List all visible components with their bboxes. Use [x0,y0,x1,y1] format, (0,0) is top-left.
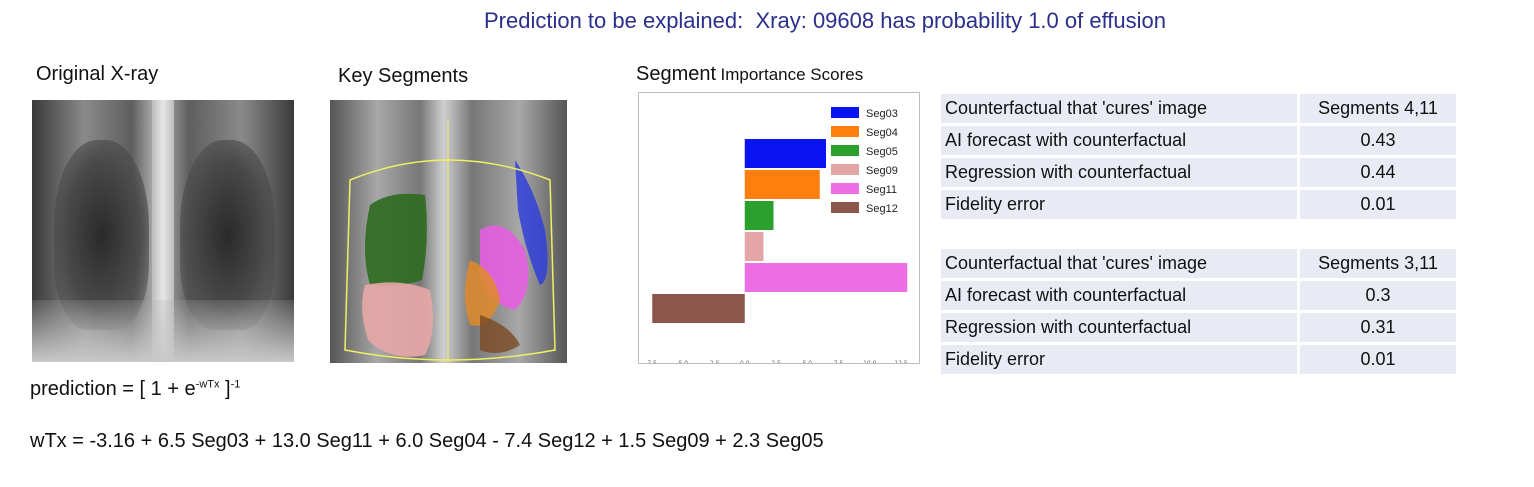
legend-swatch-seg12 [831,202,859,213]
chart-label-segment: Segment [636,63,717,85]
table-cell-value: 0.01 [1300,345,1459,374]
key-segments-label: Key Segments [338,65,469,87]
importance-chart: -7.5-5.0-2.50.02.55.07.510.012.5 Seg03Se… [645,107,908,367]
bar-seg11 [744,263,908,292]
table-cell-value: 0.44 [1300,158,1459,187]
table-cell-label: Regression with counterfactual [941,313,1300,342]
table-cell-label: AI forecast with counterfactual [941,281,1300,310]
counterfactual-table-2: Counterfactual that 'cures' image Segment… [941,246,1459,377]
bar-seg12 [652,294,745,323]
x-tick-label: 0.0 [740,360,750,363]
table-row: Counterfactual that 'cures' image Segment… [941,249,1459,278]
x-tick-label: 10.0 [863,360,877,363]
page-title: Prediction to be explained: Xray: 09608 … [483,8,1167,33]
xray-right-lung [180,140,275,330]
segment-seg09-region [362,282,434,357]
bar-seg09 [744,232,764,261]
table-row: Counterfactual that 'cures' image Segment… [941,94,1459,123]
x-tick-label: 7.5 [834,360,844,363]
prediction-formula-exponent: -wTx [195,378,220,391]
importance-chart-frame: -7.5-5.0-2.50.02.55.07.510.012.5 Seg03Se… [638,92,920,367]
table-cell-value: 0.43 [1300,126,1459,155]
table-cell-label: Fidelity error [941,190,1300,219]
legend-swatch-seg09 [831,164,859,175]
segments-overlay [344,120,556,362]
original-xray-image [32,100,294,362]
bar-seg03 [744,139,826,168]
xray-left-lung [54,140,149,330]
x-tick-label: 12.5 [894,360,908,363]
prediction-formula-close: ] [219,378,231,400]
xray-abdomen [32,300,294,362]
table-cell-value: Segments 4,11 [1300,94,1459,123]
x-tick-label: -5.0 [676,360,688,363]
table-cell-label: Counterfactual that 'cures' image [941,249,1300,278]
bar-seg05 [744,201,774,230]
legend-label-seg03: Seg03 [866,108,898,120]
legend-swatch-seg03 [831,107,859,118]
table-cell-value: 0.3 [1300,281,1459,310]
xray-spine [152,100,174,362]
prediction-formula: prediction = [ 1 + e-wTx ]-1 [30,378,240,401]
x-tick-label: 5.0 [802,360,812,363]
chart-label-scores: Importance Scores [720,65,864,84]
legend-label-seg04: Seg04 [866,127,898,139]
table-cell-label: Regression with counterfactual [941,158,1300,187]
prediction-formula-prefix: prediction = [ 1 + e [30,378,196,400]
segment-seg12-region [480,315,520,354]
key-segments-image [330,100,567,363]
prediction-formula-power: -1 [230,378,241,391]
chart-bars [652,139,908,323]
x-tick-label: -2.5 [708,360,720,363]
chart-legend: Seg03 Seg04 Seg05 Seg09 Seg11 Seg12 [831,107,898,215]
table-cell-label: Fidelity error [941,345,1300,374]
counterfactual-table-1: Counterfactual that 'cures' image Segment… [941,91,1459,222]
table-cell-label: AI forecast with counterfactual [941,126,1300,155]
segment-boundary-lines [344,159,556,361]
table-row: AI forecast with counterfactual 0.3 [941,281,1459,310]
table-cell-value: 0.01 [1300,190,1459,219]
legend-label-seg05: Seg05 [866,146,898,158]
chart-label: Segment Importance Scores [636,63,863,86]
legend-swatch-seg11 [831,183,859,194]
segment-seg04-region [465,260,500,326]
legend-swatch-seg04 [831,126,859,137]
legend-label-seg11: Seg11 [866,184,897,196]
x-tick-label: -7.5 [645,360,657,363]
bar-seg04 [744,170,820,199]
legend-swatch-seg05 [831,145,859,156]
legend-label-seg09: Seg09 [866,165,898,177]
table-row: Fidelity error 0.01 [941,190,1459,219]
original-xray-label: Original X-ray [36,63,159,85]
x-tick-label: 2.5 [771,360,781,363]
table-cell-value: Segments 3,11 [1300,249,1459,278]
segment-seg03-region [515,160,548,285]
table-row: Regression with counterfactual 0.31 [941,313,1459,342]
table-cell-label: Counterfactual that 'cures' image [941,94,1300,123]
table-row: AI forecast with counterfactual 0.43 [941,126,1459,155]
linear-formula: wTx = -3.16 + 6.5 Seg03 + 13.0 Seg11 + 6… [30,430,824,452]
chart-ticks: -7.5 -5.0 -2.5 0.0 2.5 5.0 7.5 10.0 12.5 [645,360,908,367]
segment-seg05-region [365,193,427,286]
table-cell-value: 0.31 [1300,313,1459,342]
legend-label-seg12: Seg12 [866,203,898,215]
table-row: Regression with counterfactual 0.44 [941,158,1459,187]
table-row: Fidelity error 0.01 [941,345,1459,374]
